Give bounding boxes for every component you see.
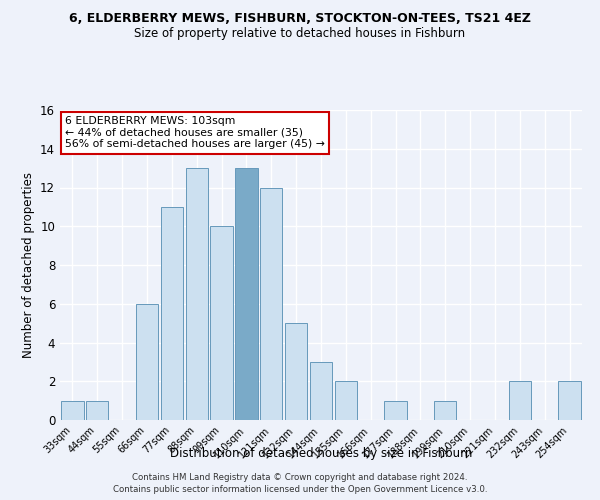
Bar [335, 381, 357, 420]
Bar [136, 304, 158, 420]
Text: Contains HM Land Registry data © Crown copyright and database right 2024.: Contains HM Land Registry data © Crown c… [132, 472, 468, 482]
Bar [559, 381, 581, 420]
Text: Distribution of detached houses by size in Fishburn: Distribution of detached houses by size … [170, 448, 472, 460]
Text: 6, ELDERBERRY MEWS, FISHBURN, STOCKTON-ON-TEES, TS21 4EZ: 6, ELDERBERRY MEWS, FISHBURN, STOCKTON-O… [69, 12, 531, 26]
Bar [61, 400, 83, 420]
Bar [185, 168, 208, 420]
Bar [434, 400, 457, 420]
Bar [260, 188, 283, 420]
Bar [285, 323, 307, 420]
Bar [161, 207, 183, 420]
Bar [211, 226, 233, 420]
Bar [385, 400, 407, 420]
Bar [86, 400, 109, 420]
Bar [310, 362, 332, 420]
Bar [235, 168, 257, 420]
Text: 6 ELDERBERRY MEWS: 103sqm
← 44% of detached houses are smaller (35)
56% of semi-: 6 ELDERBERRY MEWS: 103sqm ← 44% of detac… [65, 116, 325, 150]
Text: Size of property relative to detached houses in Fishburn: Size of property relative to detached ho… [134, 28, 466, 40]
Y-axis label: Number of detached properties: Number of detached properties [22, 172, 35, 358]
Bar [509, 381, 531, 420]
Text: Contains public sector information licensed under the Open Government Licence v3: Contains public sector information licen… [113, 485, 487, 494]
